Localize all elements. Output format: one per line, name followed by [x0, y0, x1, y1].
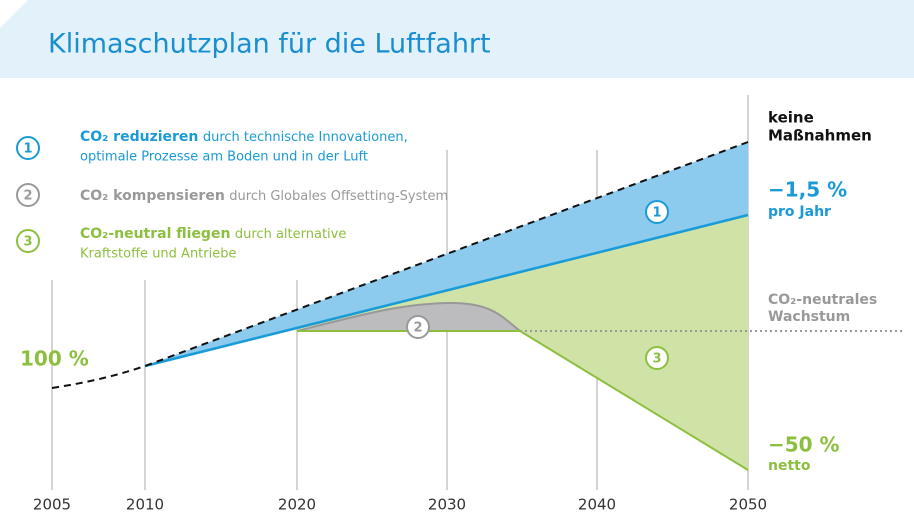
legend-number: 2	[23, 189, 32, 204]
no-measures-line	[51, 141, 749, 389]
no-measures-label: keine	[768, 109, 814, 127]
x-tick-label: 2030	[428, 496, 466, 514]
legend-desc: durch alternative	[235, 227, 346, 242]
neutral-growth-label: Wachstum	[768, 309, 850, 325]
legend: 1 CO₂ reduzieren durch technische Innova…	[16, 129, 448, 262]
legend-bold: CO₂ kompensieren	[80, 188, 225, 204]
annotations: 100 % keine Maßnahmen −1,5 % pro Jahr CO…	[20, 109, 877, 475]
reduce-line	[144, 213, 749, 368]
legend-badge	[16, 183, 40, 207]
x-tick-label: 2040	[578, 496, 616, 514]
x-tick-label: 2005	[33, 496, 71, 514]
x-axis: 2005 2010 2020 2030 2040 2050	[33, 496, 767, 514]
legend-badge	[16, 136, 40, 160]
area-neutral	[297, 215, 748, 470]
net-label: netto	[768, 458, 811, 474]
legend-number: 3	[23, 235, 32, 250]
legend-number: 1	[23, 142, 32, 157]
badge	[406, 315, 430, 339]
legend-text: CO₂ reduzieren durch technische Innovati…	[80, 129, 408, 145]
net-label: −50 %	[768, 433, 840, 457]
x-tick-label: 2010	[126, 496, 164, 514]
x-tick-label: 2020	[278, 496, 316, 514]
reduction-label: pro Jahr	[768, 204, 831, 220]
legend-text: CO₂ kompensieren durch Globales Offsetti…	[80, 188, 448, 204]
legend-desc: durch technische Innovationen,	[203, 130, 408, 145]
legend-badge	[16, 229, 40, 253]
legend-bold: CO₂ reduzieren	[80, 129, 198, 145]
area-compensate	[296, 301, 523, 332]
neutral-growth-label: CO₂-neutrales	[768, 292, 877, 308]
title: Klimaschutzplan für die Luftfahrt	[48, 29, 491, 60]
no-measures-label: Maßnahmen	[768, 127, 872, 145]
legend-text: CO₂-neutral fliegen durch alternative	[80, 226, 346, 242]
x-tick-label: 2050	[729, 496, 767, 514]
legend-desc: Kraftstoffe und Antriebe	[80, 247, 237, 262]
header-band	[0, 0, 914, 78]
net-line	[297, 330, 749, 471]
legend-desc: optimale Prozesse am Boden und in der Lu…	[80, 150, 368, 165]
area-badges: 1 2 3	[406, 200, 669, 370]
badge	[645, 200, 669, 224]
badge-number: 1	[652, 206, 661, 221]
start-label: 100 %	[20, 347, 89, 371]
badge-number: 3	[652, 352, 661, 367]
badge	[645, 346, 669, 370]
badge-number: 2	[413, 321, 422, 336]
reduction-label: −1,5 %	[768, 178, 847, 202]
legend-desc: durch Globales Offsetting-System	[229, 189, 448, 204]
legend-bold: CO₂-neutral fliegen	[80, 226, 230, 242]
